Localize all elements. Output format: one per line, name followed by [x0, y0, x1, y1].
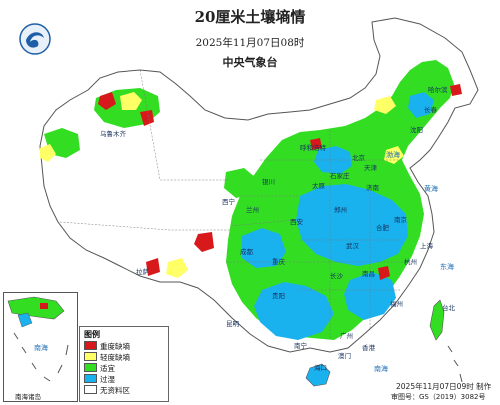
wet-area-sichuan [242, 228, 286, 268]
place-harbin: 哈尔滨 [428, 86, 448, 94]
severe-drought-tibet [146, 258, 160, 276]
place-nanjing: 南京 [394, 216, 407, 224]
wet-area-central [296, 184, 408, 266]
mild-drought-tibet [166, 258, 188, 278]
province-boundaries [59, 69, 410, 340]
legend-label-suitable: 适宜 [100, 364, 115, 373]
mild-drought-northeast [374, 96, 396, 114]
place-lhasa: 拉萨 [136, 268, 149, 276]
place-chengdu: 成都 [240, 248, 253, 256]
place-beijing: 北京 [352, 154, 365, 162]
place-hefei: 合肥 [376, 224, 389, 232]
legend-swatch-mild [84, 352, 97, 361]
map-timestamp: 2025年11月07日08时 [195, 37, 305, 49]
inset-sea-label: 南海 [34, 344, 48, 352]
place-fuzhou: 福州 [390, 300, 403, 308]
place-kunming: 昆明 [226, 320, 239, 328]
place-shijiazhuang: 石家庄 [330, 172, 350, 180]
sea-yellow: 黄海 [424, 185, 438, 193]
place-yinchuan: 银川 [262, 178, 275, 186]
place-hohhot: 呼和浩特 [300, 144, 326, 152]
inset-map [7, 296, 69, 382]
legend-label-wet: 过湿 [100, 375, 115, 384]
south-china-sea-inset: 南海 南海诸岛 [3, 292, 78, 402]
mild-drought-shandong [384, 146, 404, 164]
place-wuhan: 武汉 [346, 242, 359, 250]
cma-logo-icon [19, 23, 51, 55]
map-legend: 图例 重度缺墒 轻度缺墒 适宜 过湿 无资料区 [79, 326, 169, 402]
production-time: 2025年11月07日09时 制作 [396, 382, 492, 391]
place-hongkong: 香港 [362, 344, 375, 352]
approval-code: 审图号：GS（2019）3082号 [391, 393, 486, 401]
legend-item-suitable: 适宜 [84, 363, 115, 373]
publisher-name: 中央气象台 [222, 56, 278, 69]
place-xining: 西宁 [222, 198, 235, 206]
sea-bohai: 渤海 [386, 151, 400, 159]
legend-label-mild: 轻度缺墒 [100, 353, 130, 362]
place-nanchang: 南昌 [362, 270, 375, 278]
place-taiyuan: 太原 [312, 182, 325, 190]
place-tianjin: 天津 [364, 164, 377, 172]
place-urumqi: 乌鲁木齐 [100, 130, 126, 138]
sea-south-china: 南海 [374, 365, 388, 373]
legend-swatch-severe [84, 341, 97, 350]
place-shenyang: 沈阳 [410, 126, 423, 134]
severe-drought-xinjiang-2 [140, 110, 154, 126]
legend-swatch-suitable [84, 363, 97, 372]
wet-area-northeast [408, 92, 434, 118]
wet-area-south [254, 282, 334, 340]
boundary-dashes [447, 345, 463, 383]
place-zhengzhou: 郑州 [334, 206, 347, 214]
legend-swatch-wet [84, 374, 97, 383]
place-guiyang: 贵阳 [272, 292, 285, 300]
severe-drought-northeast [450, 84, 462, 96]
legend-swatch-nodata [84, 385, 97, 394]
wet-area-north [314, 146, 352, 174]
legend-item-wet: 过湿 [84, 374, 115, 384]
place-hangzhou: 杭州 [404, 258, 417, 266]
place-lanzhou: 兰州 [246, 206, 259, 214]
taiwan-area [429, 299, 445, 341]
place-macau: 澳门 [338, 352, 351, 360]
place-taipei: 台北 [442, 304, 455, 312]
place-guangzhou: 广州 [340, 332, 353, 340]
mild-drought-xinjiang-2 [40, 144, 56, 162]
legend-item-nodata: 无资料区 [84, 385, 130, 395]
place-chongqing: 重庆 [272, 258, 285, 266]
place-haikou: 海口 [314, 364, 327, 372]
place-shanghai: 上海 [420, 242, 433, 250]
legend-label-nodata: 无资料区 [100, 386, 130, 395]
severe-drought-qinghai [194, 232, 214, 252]
severe-drought-xinjiang [98, 92, 116, 110]
mild-drought-xinjiang [120, 92, 142, 110]
legend-item-severe: 重度缺墒 [84, 341, 130, 351]
place-nanning: 南宁 [294, 342, 307, 350]
severe-drought-north [310, 138, 322, 150]
wet-area-hainan [305, 363, 331, 387]
map-title: 20厘米土壤墒情 [194, 8, 306, 26]
legend-label-severe: 重度缺墒 [100, 342, 130, 351]
place-changchun: 长春 [424, 106, 437, 114]
place-changsha: 长沙 [330, 272, 343, 280]
legend-item-mild: 轻度缺墒 [84, 352, 130, 362]
place-jinan: 济南 [366, 184, 379, 192]
sea-east-china: 东海 [440, 263, 454, 271]
severe-drought-hunan [378, 266, 390, 280]
place-xian: 西安 [290, 218, 303, 226]
suitable-area-gansu [224, 168, 256, 198]
inset-label: 南海诸岛 [15, 393, 41, 401]
legend-title: 图例 [84, 330, 100, 339]
